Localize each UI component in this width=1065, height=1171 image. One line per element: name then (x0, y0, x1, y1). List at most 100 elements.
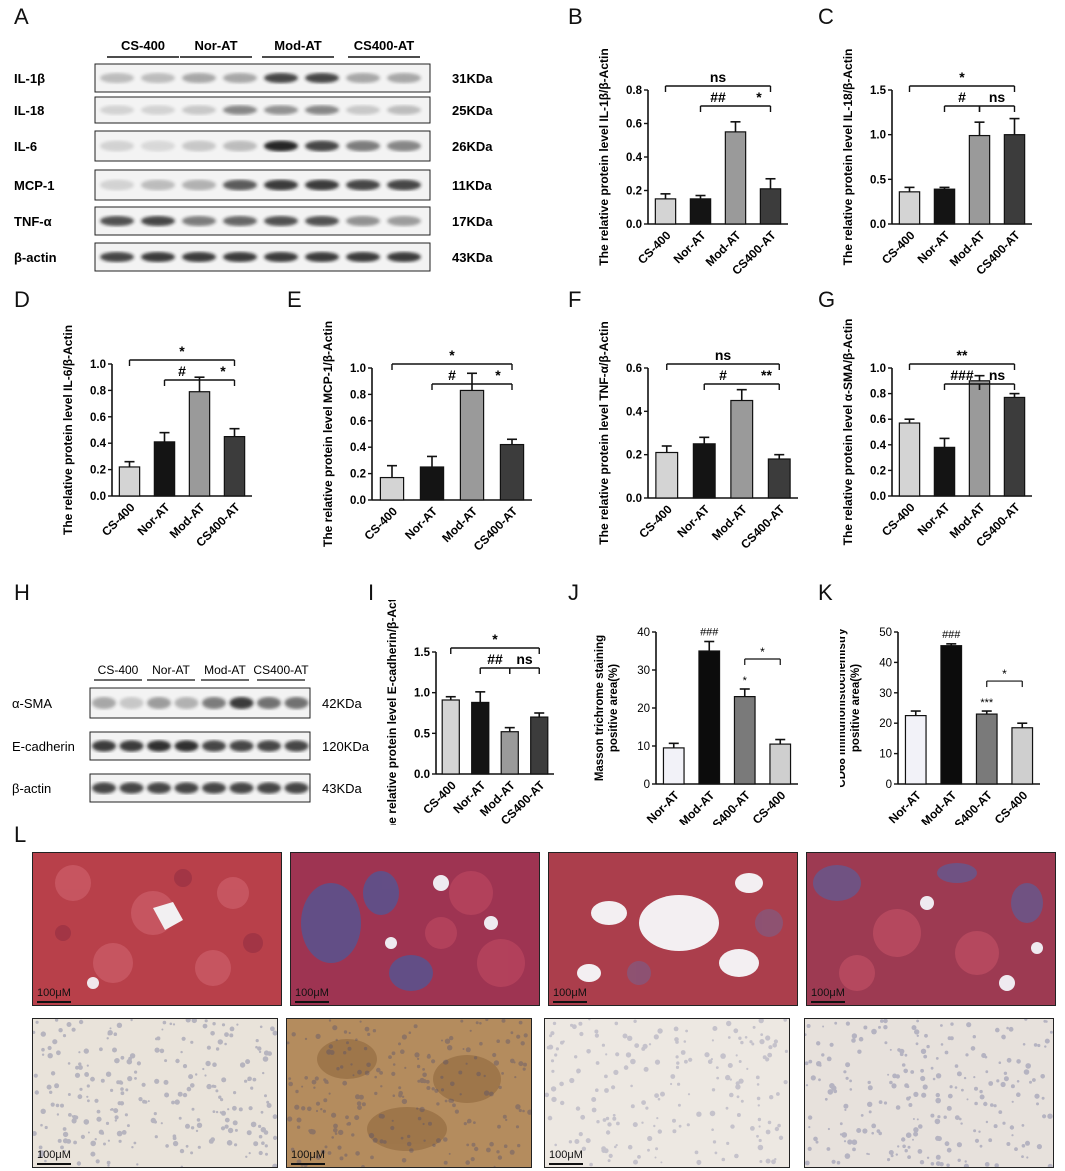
nucleus-dot (328, 1019, 332, 1022)
nucleus-dot (939, 1162, 944, 1167)
nucleus-dot (655, 1147, 659, 1151)
nucleus-dot (153, 1120, 157, 1124)
nucleus-dot (947, 1036, 952, 1041)
nucleus-dot (979, 1089, 983, 1094)
nucleus-dot (147, 1100, 150, 1103)
nucleus-dot (454, 1109, 459, 1114)
nucleus-dot (601, 1148, 607, 1153)
nucleus-dot (120, 1087, 124, 1091)
chart-b-ylabel: The relative protein level IL-1β/β-Actin (597, 48, 611, 265)
nucleus-dot (771, 1159, 776, 1165)
nucleus-dot (555, 1047, 559, 1051)
nucleus-dot (212, 1062, 217, 1067)
chart-c-bar (1003, 134, 1026, 225)
nucleus-dot (496, 1039, 500, 1043)
nucleus-dot (746, 1067, 749, 1070)
nucleus-dot (892, 1073, 897, 1079)
nucleus-dot (637, 1155, 641, 1159)
nucleus-dot (711, 1088, 716, 1092)
western-blot-a: CS-400 Nor-AT Mod-AT CS400-AT IL-1β 31KDa IL-… (14, 38, 493, 272)
blot-a-band (305, 72, 339, 84)
nucleus-dot (972, 1035, 976, 1039)
blot-a-band (223, 179, 257, 191)
nucleus-dot (116, 1022, 123, 1028)
chart-g-bar (933, 446, 956, 497)
nucleus-dot (868, 1110, 872, 1114)
nucleus-dot (581, 1146, 587, 1151)
nucleus-dot (78, 1051, 81, 1054)
nucleus-dot (940, 1024, 943, 1027)
nucleus-dot (64, 1149, 66, 1152)
nucleus-dot (296, 1159, 302, 1165)
chart-e-xtick-label: Nor-AT (402, 504, 440, 542)
chart-i-annotation: ## (487, 651, 503, 667)
nucleus-dot (904, 1083, 909, 1088)
nucleus-dot (878, 1100, 883, 1104)
nucleus-dot (258, 1050, 262, 1054)
nucleus-dot (190, 1083, 195, 1088)
nucleus-dot (514, 1076, 517, 1079)
nucleus-dot (994, 1163, 999, 1167)
chart-d-bar (153, 441, 176, 497)
nucleus-dot (266, 1103, 272, 1108)
nucleus-dot (142, 1099, 146, 1104)
nucleus-dot (821, 1053, 825, 1057)
nucleus-dot (572, 1024, 577, 1030)
nucleus-dot (224, 1117, 230, 1123)
nucleus-dot (205, 1060, 211, 1067)
nucleus-dot (1000, 1081, 1006, 1088)
nucleus-dot (211, 1084, 215, 1088)
nucleus-dot (979, 1144, 983, 1148)
nucleus-dot (548, 1044, 554, 1050)
nucleus-dot (224, 1042, 227, 1046)
nucleus-dot (981, 1053, 987, 1058)
nucleus-dot (174, 1099, 180, 1105)
nucleus-dot (195, 1073, 198, 1076)
nucleus-dot (190, 1151, 194, 1155)
nucleus-dot (515, 1104, 521, 1110)
nucleus-dot (110, 1088, 114, 1092)
nucleus-dot (677, 1082, 681, 1086)
nucleus-dot (124, 1113, 128, 1117)
nucleus-dot (918, 1124, 923, 1129)
nucleus-dot (545, 1092, 550, 1098)
nucleus-dot (807, 1115, 813, 1120)
nucleus-dot (423, 1139, 426, 1142)
nucleus-dot (248, 1106, 253, 1111)
nucleus-dot (916, 1118, 919, 1121)
nucleus-dot (483, 1074, 486, 1078)
nucleus-dot (965, 1053, 969, 1057)
nucleus-dot (409, 1148, 414, 1153)
nucleus-dot (134, 1070, 138, 1074)
nucleus-dot (83, 1119, 90, 1125)
chart-k-ytick-label: 40 (879, 657, 892, 669)
nucleus-dot (604, 1088, 609, 1093)
nucleus-dot (328, 1044, 333, 1049)
nucleus-dot (288, 1081, 293, 1087)
nucleus-dot (985, 1070, 989, 1074)
nucleus-dot (121, 1130, 127, 1135)
nucleus-dot (845, 1076, 849, 1080)
nucleus-dot (711, 1039, 714, 1042)
blot-a-band (223, 140, 257, 152)
nucleus-dot (406, 1141, 412, 1147)
nucleus-dot (467, 1120, 470, 1124)
nucleus-dot (860, 1114, 864, 1117)
nucleus-dot (136, 1061, 141, 1066)
nucleus-dot (103, 1142, 106, 1146)
nucleus-dot (736, 1095, 740, 1099)
nucleus-dot (912, 1118, 915, 1120)
nucleus-dot (272, 1030, 277, 1036)
nucleus-dot (696, 1159, 702, 1165)
chart-i-bar (441, 699, 460, 775)
nucleus-dot (978, 1130, 981, 1133)
nucleus-dot (517, 1143, 521, 1148)
nucleus-dot (527, 1109, 531, 1115)
nucleus-dot (1002, 1083, 1005, 1086)
panel-letter-g: G (818, 287, 836, 312)
blot-a-size-label: 17KDa (452, 214, 493, 229)
blot-a-band (264, 251, 298, 263)
nucleus-dot (601, 1146, 606, 1151)
blot-a-band (346, 140, 380, 152)
nucleus-dot (843, 1140, 847, 1143)
